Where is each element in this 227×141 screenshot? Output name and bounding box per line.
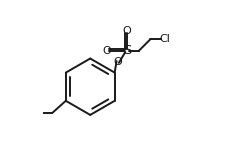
Text: S: S [123,44,131,57]
Text: Cl: Cl [159,35,170,44]
Text: O: O [123,26,131,36]
Text: O: O [103,46,111,56]
Text: O: O [113,57,122,67]
